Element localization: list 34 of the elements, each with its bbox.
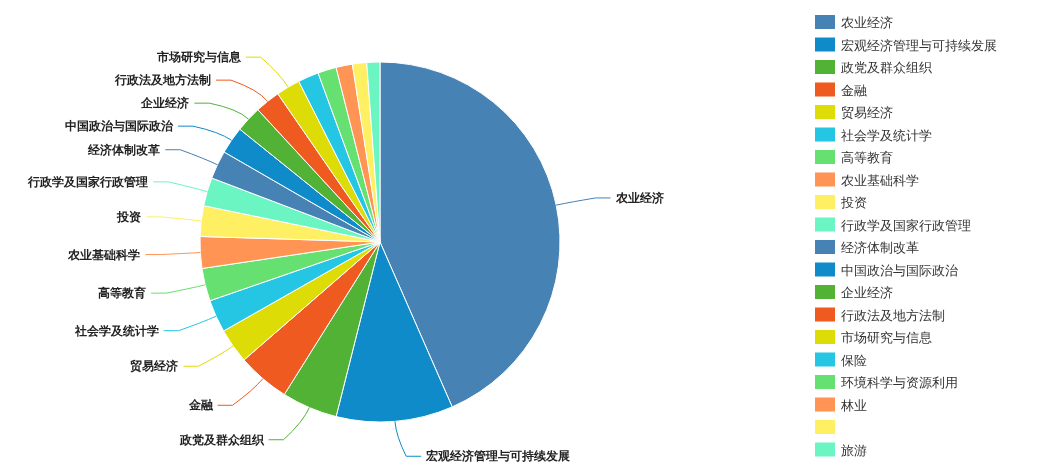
legend-label: 宏观经济管理与可持续发展 xyxy=(841,37,997,53)
slice-label: 高等教育 xyxy=(98,286,147,301)
slice-label: 经济体制改革 xyxy=(87,142,161,157)
legend-label: 农业经济 xyxy=(841,15,893,30)
legend-label: 投资 xyxy=(840,195,867,210)
slice-label: 宏观经济管理与可持续发展 xyxy=(425,449,571,464)
slice-label: 中国政治与国际政治 xyxy=(64,119,174,134)
legend-label: 保险 xyxy=(841,352,867,368)
slice-label: 金融 xyxy=(187,398,214,413)
legend-label: 贸易经济 xyxy=(841,105,893,120)
legend-label: 社会学及统计学 xyxy=(841,127,932,143)
legend-label: 行政法及地方法制 xyxy=(841,307,945,323)
legend-label: 企业经济 xyxy=(841,285,893,300)
slice-label: 贸易经济 xyxy=(130,359,179,374)
legend-label: 高等教育 xyxy=(841,150,893,165)
slice-label: 社会学及统计学 xyxy=(73,323,159,338)
slice-label: 企业经济 xyxy=(140,96,190,111)
slice-label: 政党及群众组织 xyxy=(178,432,265,447)
legend-label: 经济体制改革 xyxy=(841,240,919,255)
legend-label: 环境科学与资源利用 xyxy=(841,375,958,390)
legend-label: 行政学及国家行政管理 xyxy=(841,217,971,233)
legend-label: 农业基础科学 xyxy=(841,172,919,188)
legend-label: 旅游 xyxy=(841,442,867,458)
legend-label: 中国政治与国际政治 xyxy=(841,262,958,278)
slice-label: 行政法及地方法制 xyxy=(114,73,211,88)
legend-label: 政党及群众组织 xyxy=(841,60,932,75)
slice-label: 行政学及国家行政管理 xyxy=(27,174,149,189)
legend-label: 金融 xyxy=(841,82,867,98)
slice-label: 市场研究与信息 xyxy=(155,50,242,65)
legend-label: 市场研究与信息 xyxy=(841,330,932,345)
legend-label: 林业 xyxy=(840,397,867,413)
slice-label: 农业经济 xyxy=(614,190,664,205)
slice-label: 农业基础科学 xyxy=(67,247,141,262)
slice-label: 投资 xyxy=(116,209,142,224)
